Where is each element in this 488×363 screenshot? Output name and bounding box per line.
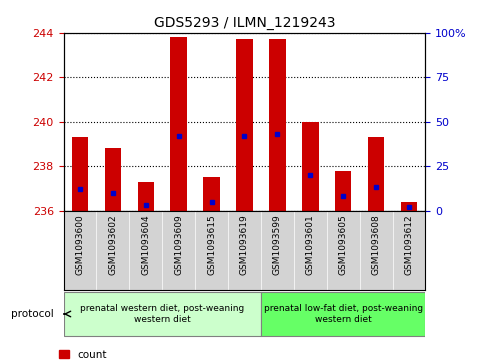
Text: GSM1093599: GSM1093599 xyxy=(272,215,281,275)
Text: GSM1093619: GSM1093619 xyxy=(240,215,248,275)
Bar xyxy=(334,171,351,211)
Text: GSM1093601: GSM1093601 xyxy=(305,215,314,275)
Bar xyxy=(104,148,121,211)
Bar xyxy=(137,182,154,211)
Title: GDS5293 / ILMN_1219243: GDS5293 / ILMN_1219243 xyxy=(153,16,335,30)
Bar xyxy=(236,39,252,211)
Bar xyxy=(400,201,416,211)
Text: GSM1093604: GSM1093604 xyxy=(141,215,150,275)
Text: GSM1093600: GSM1093600 xyxy=(75,215,84,275)
Bar xyxy=(170,37,186,211)
Bar xyxy=(367,137,384,211)
Text: GSM1093605: GSM1093605 xyxy=(338,215,347,275)
Text: prenatal western diet, post-weaning
western diet: prenatal western diet, post-weaning west… xyxy=(80,304,244,324)
Text: GSM1093609: GSM1093609 xyxy=(174,215,183,275)
Legend: count, percentile rank within the sample: count, percentile rank within the sample xyxy=(59,350,253,363)
Text: protocol: protocol xyxy=(11,309,54,319)
Bar xyxy=(72,137,88,211)
FancyBboxPatch shape xyxy=(261,292,425,336)
Bar xyxy=(302,122,318,211)
Text: GSM1093602: GSM1093602 xyxy=(108,215,117,275)
Text: GSM1093615: GSM1093615 xyxy=(207,215,216,275)
Bar xyxy=(268,39,285,211)
Bar xyxy=(203,177,220,211)
Text: prenatal low-fat diet, post-weaning
western diet: prenatal low-fat diet, post-weaning west… xyxy=(263,304,422,324)
Text: GSM1093608: GSM1093608 xyxy=(371,215,380,275)
Text: GSM1093612: GSM1093612 xyxy=(404,215,413,275)
FancyBboxPatch shape xyxy=(63,292,261,336)
